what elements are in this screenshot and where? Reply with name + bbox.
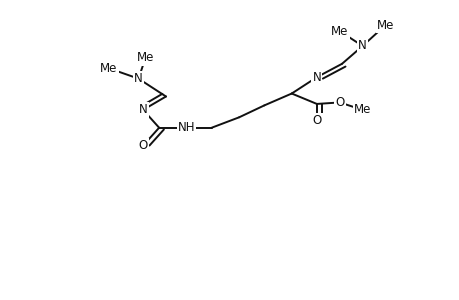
Text: O: O <box>312 114 321 127</box>
Text: N: N <box>312 71 320 84</box>
Text: Me: Me <box>376 19 393 32</box>
Text: Me: Me <box>136 51 154 64</box>
Text: Me: Me <box>330 25 347 38</box>
Text: O: O <box>334 96 344 109</box>
Text: Me: Me <box>353 103 370 116</box>
Text: NH: NH <box>178 121 195 134</box>
Text: N: N <box>134 72 143 85</box>
Text: N: N <box>358 40 366 52</box>
Text: Me: Me <box>100 62 117 75</box>
Text: O: O <box>138 139 147 152</box>
Text: N: N <box>139 103 147 116</box>
